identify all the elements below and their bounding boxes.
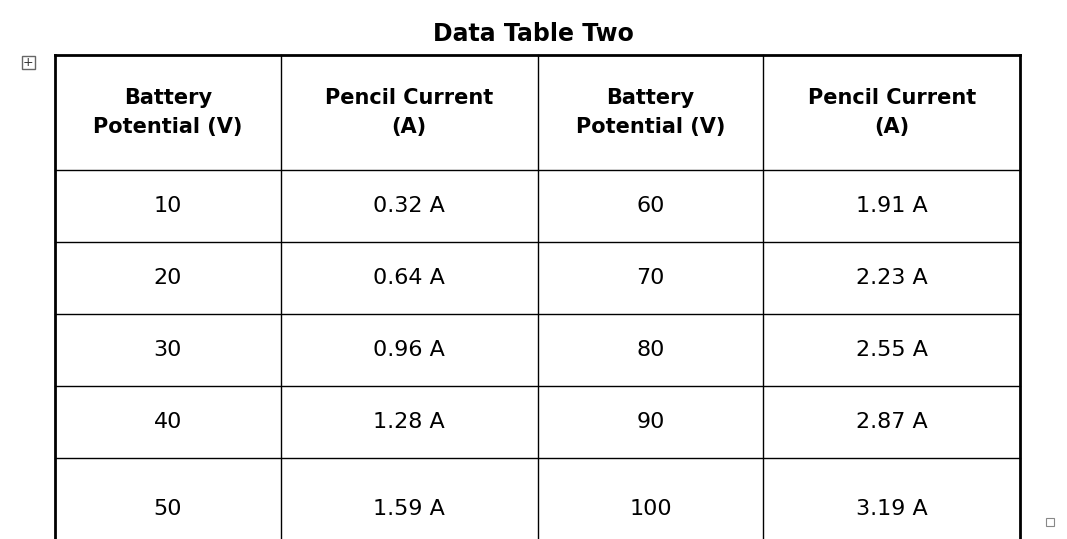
Text: 1.28 A: 1.28 A bbox=[373, 412, 445, 432]
Text: Battery
Potential (V): Battery Potential (V) bbox=[576, 88, 726, 136]
Text: 20: 20 bbox=[154, 268, 182, 288]
Text: Battery
Potential (V): Battery Potential (V) bbox=[93, 88, 242, 136]
Text: Pencil Current
(A): Pencil Current (A) bbox=[808, 88, 976, 136]
Text: 90: 90 bbox=[636, 412, 665, 432]
Text: 40: 40 bbox=[154, 412, 182, 432]
Bar bbox=[1046, 518, 1054, 526]
Text: 30: 30 bbox=[154, 340, 182, 360]
Text: 80: 80 bbox=[636, 340, 665, 360]
Text: Data Table Two: Data Table Two bbox=[433, 22, 634, 46]
Text: 0.32 A: 0.32 A bbox=[373, 196, 445, 216]
Text: 1.91 A: 1.91 A bbox=[856, 196, 927, 216]
Text: 100: 100 bbox=[630, 499, 672, 519]
Text: +: + bbox=[22, 56, 33, 68]
Text: 70: 70 bbox=[636, 268, 665, 288]
Text: 2.55 A: 2.55 A bbox=[856, 340, 927, 360]
Text: 0.96 A: 0.96 A bbox=[373, 340, 445, 360]
Text: 1.59 A: 1.59 A bbox=[373, 499, 445, 519]
Bar bbox=[21, 56, 34, 68]
Text: 60: 60 bbox=[636, 196, 665, 216]
Text: 50: 50 bbox=[154, 499, 182, 519]
Text: 0.64 A: 0.64 A bbox=[373, 268, 445, 288]
Text: Pencil Current
(A): Pencil Current (A) bbox=[325, 88, 493, 136]
Text: 3.19 A: 3.19 A bbox=[856, 499, 927, 519]
Text: 10: 10 bbox=[154, 196, 182, 216]
Text: 2.87 A: 2.87 A bbox=[856, 412, 927, 432]
Text: 2.23 A: 2.23 A bbox=[856, 268, 927, 288]
